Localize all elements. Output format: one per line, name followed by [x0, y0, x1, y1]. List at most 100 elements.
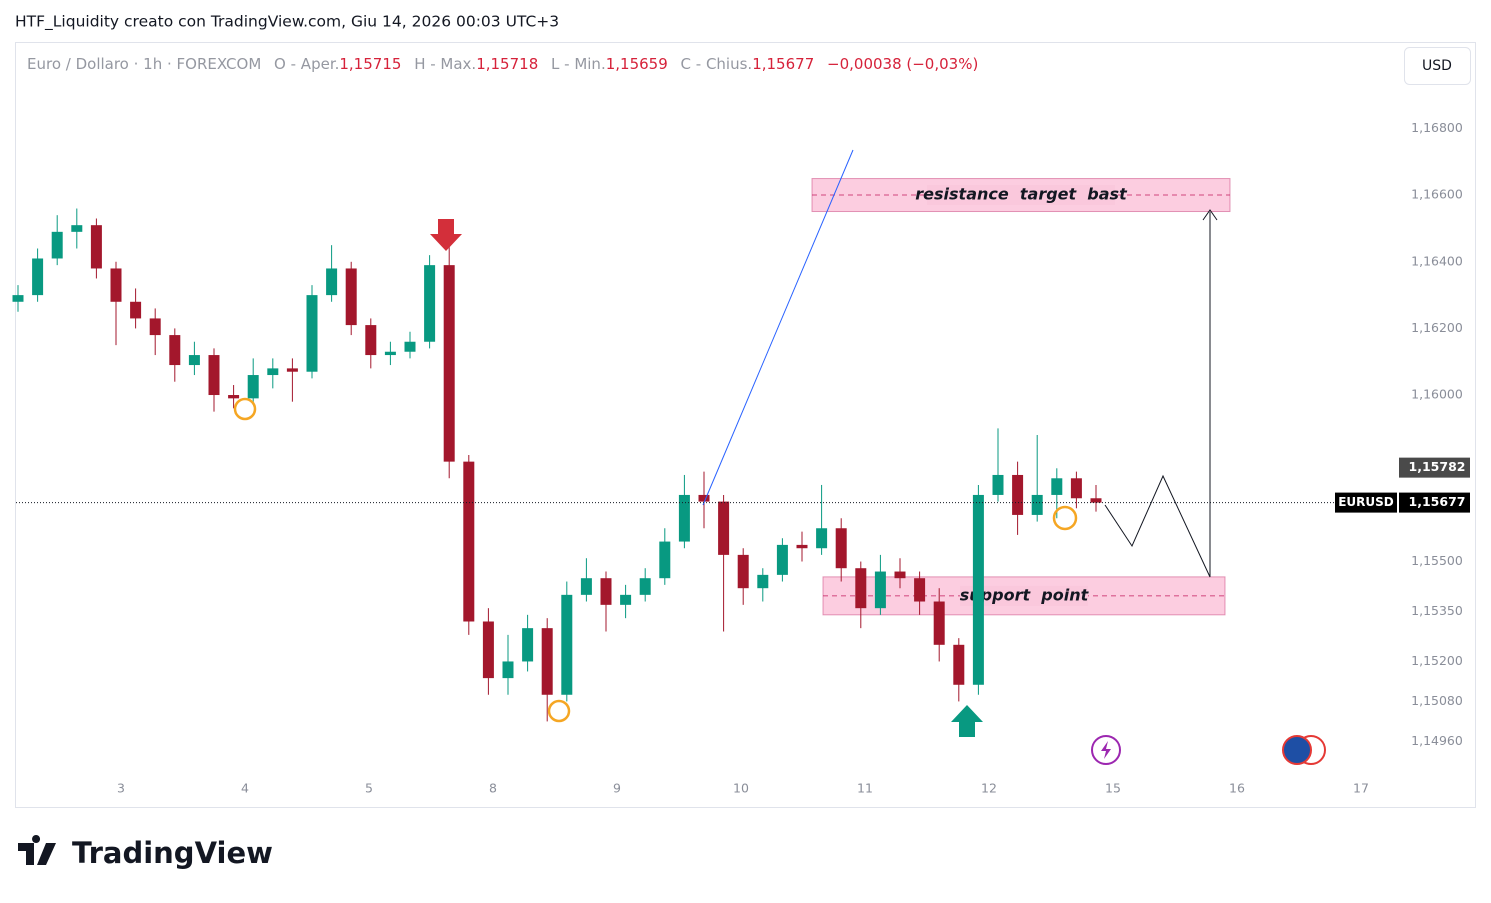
candle-body [149, 318, 161, 336]
symbol-badge [1335, 492, 1397, 513]
candle-body [1070, 478, 1082, 499]
candle-body [1031, 494, 1043, 515]
x-tick-label: 16 [1229, 781, 1245, 796]
logo-text: TradingView [72, 836, 273, 870]
candle-body [580, 578, 592, 595]
candle-body [306, 295, 318, 372]
last-price-label: 1,15677 [1409, 494, 1466, 509]
candle-body [228, 395, 240, 399]
candle-body [286, 368, 298, 372]
marker-circle [1052, 505, 1078, 531]
candle-body [541, 628, 553, 695]
currency: USD [1422, 58, 1452, 74]
candle-body [188, 355, 200, 366]
x-tick-label: 4 [241, 781, 249, 796]
symbol-label: EURUSD [1338, 495, 1394, 509]
candle-body [659, 541, 671, 579]
candle-body [90, 225, 102, 269]
y-tick-label: 1,15350 [1411, 603, 1463, 618]
candle-body [1051, 478, 1063, 495]
candle-body [463, 461, 475, 622]
candle-body [757, 574, 769, 589]
last-price-badge [1399, 492, 1470, 513]
candle-body [365, 325, 377, 356]
candle-body [737, 554, 749, 589]
candle-body [71, 225, 83, 232]
candle-body [953, 644, 965, 685]
candle-body [32, 258, 44, 296]
candle-body [169, 335, 181, 366]
x-tick-label: 3 [117, 781, 125, 796]
y-tick-label: 1,16000 [1411, 387, 1463, 402]
candle-body [600, 578, 612, 605]
high: 1,15718 [476, 55, 538, 73]
down-arrow [430, 219, 462, 251]
candle-body [776, 544, 788, 575]
candle-body [443, 265, 455, 462]
candle-body [247, 375, 259, 399]
y-tick-label: 1,16800 [1411, 120, 1463, 135]
candle-body [51, 231, 63, 259]
candle-body [620, 594, 632, 605]
candle-body [384, 351, 396, 356]
close-label: C - Chius. [681, 55, 753, 73]
candle-body [502, 661, 514, 679]
y-tick-label: 1,15080 [1411, 693, 1463, 708]
up-arrow [951, 705, 983, 737]
currency-button[interactable] [1404, 47, 1471, 85]
open: 1,15715 [339, 55, 401, 73]
zone-label: support point [960, 585, 1090, 604]
x-tick-label: 17 [1353, 781, 1369, 796]
logo: TradingView [18, 835, 273, 870]
candle-body [992, 474, 1004, 495]
high-label: H - Max. [414, 55, 476, 73]
x-tick-label: 12 [981, 781, 997, 796]
candle-body [835, 528, 847, 569]
zone-label-bg [960, 585, 1088, 606]
price-marker-label: 1,15782 [1409, 459, 1466, 474]
y-tick-label: 1,15500 [1411, 553, 1463, 568]
candle-body [404, 341, 416, 352]
candle-body [855, 568, 867, 609]
open-label: O - Aper. [274, 55, 339, 73]
low: 1,15659 [606, 55, 668, 73]
x-tick-label: 15 [1105, 781, 1121, 796]
candle-body [424, 265, 436, 342]
zone-label-bg [927, 185, 1115, 206]
candle-body [561, 594, 573, 695]
x-tick-label: 5 [365, 781, 373, 796]
change: −0,00038 (−0,03%) [827, 55, 978, 73]
marker-circle [233, 397, 257, 421]
caption: HTF_Liquidity creato con TradingView.com… [15, 13, 559, 32]
candle-body [1090, 498, 1102, 503]
candle-body [522, 628, 534, 662]
projection-path [1104, 212, 1211, 578]
candle-body [208, 355, 220, 396]
candle-body [12, 295, 24, 302]
candle-body [914, 578, 926, 602]
candle-body [698, 494, 710, 502]
candle-body [482, 621, 494, 679]
trend-line [702, 149, 854, 506]
candle-body [678, 494, 690, 542]
symbol: Euro / Dollaro · 1h · FOREXCOM [27, 55, 261, 73]
low-label: L - Min. [551, 55, 606, 73]
y-tick-label: 1,16600 [1411, 187, 1463, 202]
y-tick-label: 1,14960 [1411, 733, 1463, 748]
x-tick-label: 9 [613, 781, 621, 796]
candle-body [1012, 474, 1024, 515]
x-tick-label: 11 [857, 781, 873, 796]
marker-circle [547, 699, 571, 723]
candle-body [345, 268, 357, 326]
close: 1,15677 [752, 55, 814, 73]
candle-body [894, 571, 906, 579]
zone-label: resistance target bast [915, 185, 1128, 204]
candle-body [816, 528, 828, 549]
x-tick-label: 10 [733, 781, 749, 796]
candle-body [874, 571, 886, 609]
y-tick-label: 1,15200 [1411, 653, 1463, 668]
y-tick-label: 1,16200 [1411, 320, 1463, 335]
price-marker [1399, 457, 1470, 478]
flag-icon[interactable] [1282, 735, 1312, 765]
